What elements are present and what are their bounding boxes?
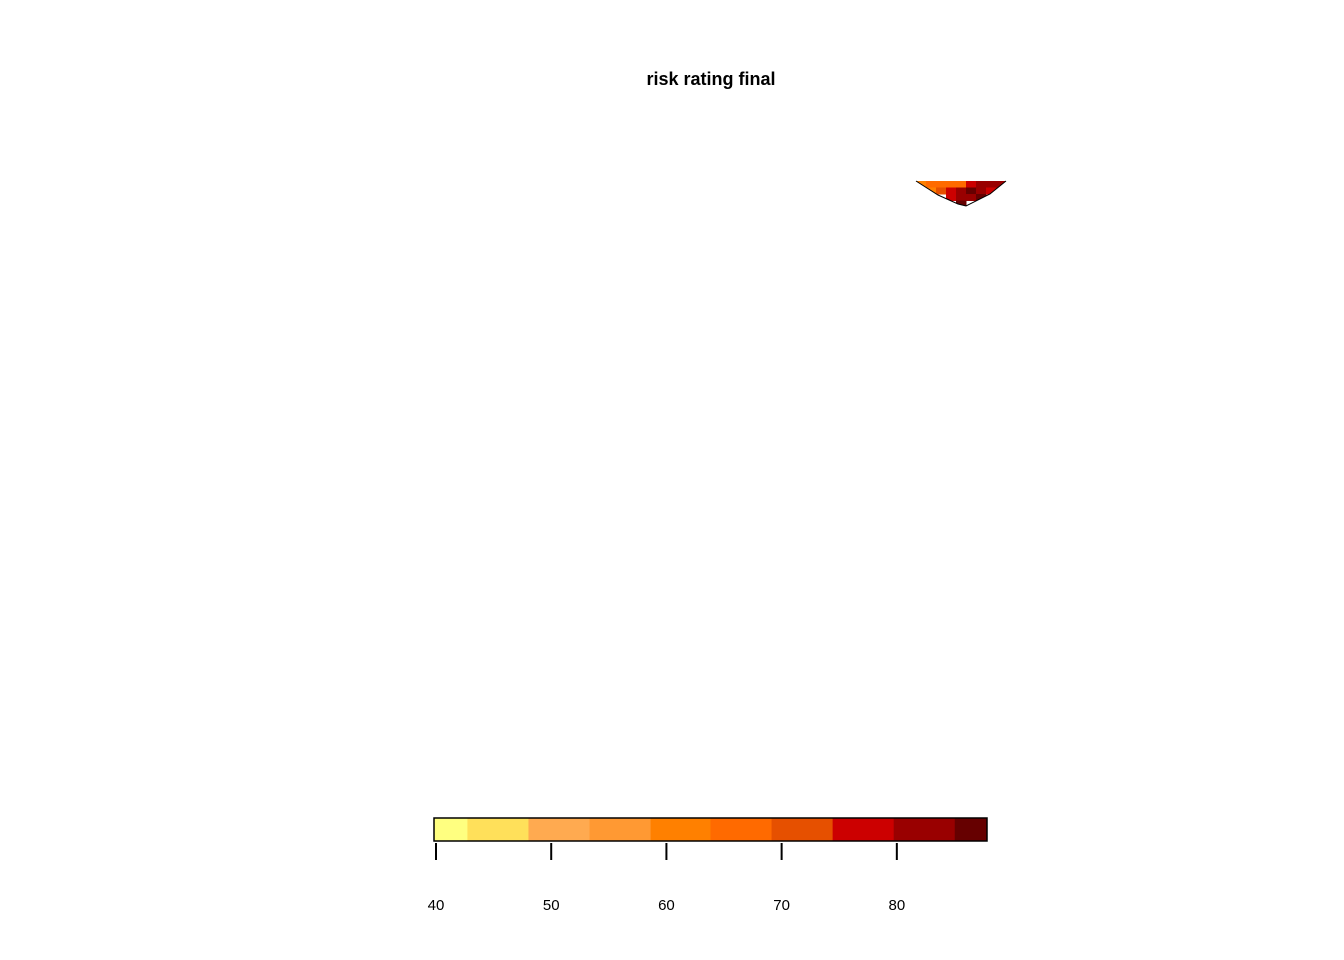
raster-cell [936,181,947,188]
legend-color-bin [467,818,529,841]
raster-cell [956,194,967,201]
legend-tick-label: 50 [543,897,560,914]
legend-ticks: 40 50 60 70 80 [428,843,905,914]
raster-cell [926,181,937,188]
raster-cell [936,187,947,195]
raster-cell [966,194,977,201]
legend-color-bin [434,818,468,841]
raster-cell [946,187,957,195]
raster-cell [946,194,957,201]
legend-color-bin [650,818,711,841]
legend-tick-label: 80 [888,897,905,914]
legend-color-bin [589,818,652,841]
raster-cell [956,200,967,206]
raster-cell [956,187,967,195]
legend-color-bin [954,818,988,841]
legend-tick-label: 70 [773,897,790,914]
raster-cell [946,181,957,188]
color-legend [433,817,988,842]
legend-color-bin [893,818,956,841]
raster-cell [976,181,987,188]
legend-color-bin [528,818,591,841]
map-outline [915,180,1007,207]
raster-cell [956,181,967,188]
raster-cell [986,181,997,188]
legend-color-bin [710,818,773,841]
legend-color-bin [832,818,895,841]
risk-raster-map [916,181,1006,206]
raster-cell [966,181,977,188]
chart-title: risk rating final [646,69,775,89]
legend-tick-label: 40 [428,897,445,914]
legend-tick-label: 60 [658,897,675,914]
raster-cell [966,187,977,195]
raster-cell [986,187,997,195]
raster-cell [976,194,987,201]
legend-color-bin [771,818,834,841]
legend-frame [433,817,988,842]
raster-cell [976,187,987,195]
